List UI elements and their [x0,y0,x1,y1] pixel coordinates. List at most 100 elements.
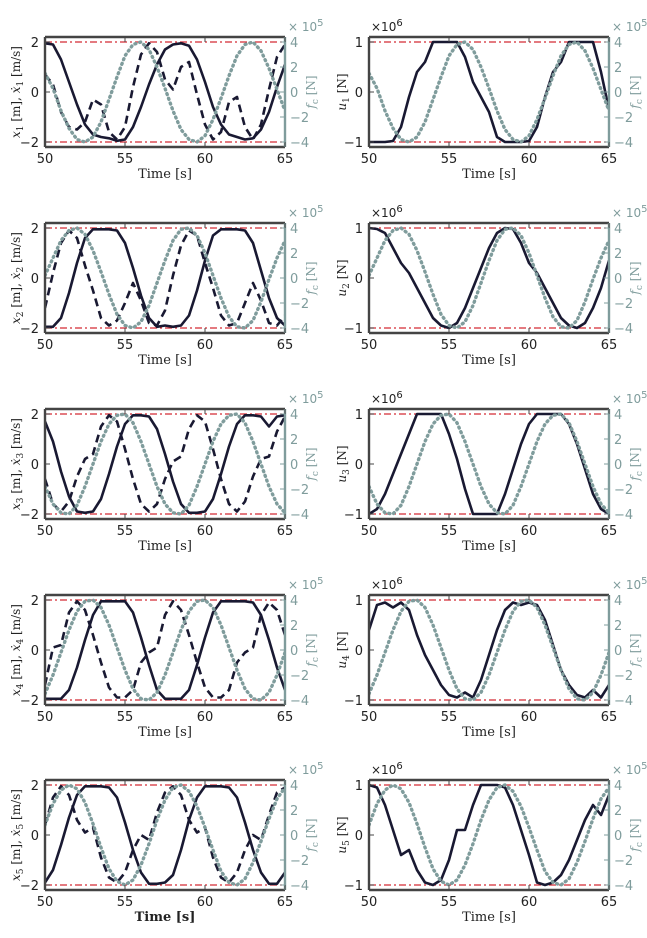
y-axis-label-text: x1 [m], ẋ1 [m/s] [9,46,26,138]
y2-axis-label-text: fc [N] [628,633,645,667]
y-axis-label-text: x3 [m], ẋ3 [m/s] [9,418,26,510]
x-axis-label: Time [s] [462,539,516,554]
x-tick-label: 60 [521,152,538,167]
y-tick-label: 0 [31,272,39,287]
y2-exponent: × 105 [288,576,324,592]
y2-tick-label: 0 [614,644,622,659]
y2-tick-label: 2 [290,804,298,819]
x-tick-label: 65 [601,152,618,167]
y2-tick-label: 0 [290,829,298,844]
series-solid-line [369,40,609,144]
y2-tick-label: 2 [614,247,622,262]
x-tick-label: 65 [601,524,618,539]
y-tick-label: 2 [31,222,39,237]
series-force-line [45,40,285,144]
y-axis-label: u3 [N] [335,445,352,482]
y-axis-label: x3 [m], ẋ3 [m/s] [9,418,26,510]
y-tick-label: 0 [355,458,363,473]
y2-tick-label: −4 [614,879,633,894]
x-tick-label: 65 [601,895,618,910]
x-tick-label: 65 [277,524,294,539]
x-tick-label: 60 [197,895,214,910]
series-force-line [369,783,609,887]
y2-tick-label: 4 [290,408,298,423]
y2-exponent: × 105 [288,204,324,220]
y2-tick-label: 2 [290,619,298,634]
series-group [369,412,609,516]
y2-tick-label: 0 [614,829,622,844]
y2-tick-label: 0 [614,86,622,101]
y2-axis-label: fc [N] [304,818,321,852]
x-tick-label: 60 [197,524,214,539]
subplot-x4: 50 55 60 65 −2 0 2 −4 −2 0 2 4 × 105 Time [s] x4 [m], … [9,576,324,740]
series-solid-line [369,601,609,699]
subplot-x3: 50 55 60 65 −2 0 2 −4 −2 0 2 4 × 105 Time [s] x3 [m], … [9,390,324,554]
subplot-u1: 50 55 60 65 −1 0 1 −4 −2 0 2 4 × 105 ×106 Time [s] u1 [… [335,18,647,182]
y2-tick-label: −4 [614,322,633,337]
series-solid-line [45,228,285,329]
y2-tick-label: 4 [290,222,298,237]
x-tick-label: 55 [441,152,458,167]
x-axis-label: Time [s] [135,910,196,925]
series-force-line [369,598,609,702]
series-group [369,598,609,702]
x-tick-label: 60 [521,710,538,725]
x-tick-label: 50 [37,710,54,725]
y2-exponent: × 105 [612,761,647,777]
x-tick-label: 50 [37,338,54,353]
series-force-line [45,783,285,887]
y2-exponent: × 105 [612,204,647,220]
y2-axis-label-text: fc [N] [628,818,645,852]
x-tick-label: 55 [117,152,134,167]
series-solid-line [369,226,609,330]
subplot-x5: 50 55 60 65 −2 0 2 −4 −2 0 2 4 × 105 Time [s] x5 [m], … [9,761,324,925]
x-axis-label: Time [s] [138,725,192,740]
y2-tick-label: −2 [614,854,633,869]
series-force-line [369,226,609,330]
y2-axis-label: fc [N] [304,447,321,481]
y-tick-label: 0 [355,644,363,659]
x-tick-label: 50 [361,524,378,539]
y2-tick-label: −2 [290,854,309,869]
y2-axis-label-text: fc [N] [304,818,321,852]
x-tick-label: 60 [521,524,538,539]
y-axis-label-text: u4 [N] [335,631,352,668]
series-force-line [45,598,285,702]
x-tick-label: 55 [117,710,134,725]
y-axis-label-text: x2 [m], ẋ2 [m/s] [9,232,26,324]
y2-exponent: × 105 [288,761,324,777]
subplot-u2: 50 55 60 65 −1 0 1 −4 −2 0 2 4 × 105 ×106 Time [s] u2 [… [335,204,647,368]
x-axis-label: Time [s] [462,353,516,368]
y-exponent: ×106 [371,18,403,34]
y-tick-label: −2 [20,136,39,151]
x-axis-label: Time [s] [138,167,192,182]
series-group [45,412,285,516]
y-axis-label: x2 [m], ẋ2 [m/s] [9,232,26,324]
series-group [369,40,609,144]
y-axis-label-text: u2 [N] [335,259,352,296]
y2-tick-label: −2 [614,297,633,312]
x-axis-label: Time [s] [462,725,516,740]
y-tick-label: 1 [355,594,363,609]
x-tick-label: 60 [521,338,538,353]
y2-tick-label: 0 [290,458,298,473]
x-tick-label: 65 [277,152,294,167]
x-tick-label: 55 [441,710,458,725]
y2-tick-label: −4 [290,879,309,894]
y-tick-label: −1 [344,136,363,151]
y-tick-label: 2 [31,594,39,609]
series-solid-line [45,414,285,515]
y2-axis-label-text: fc [N] [628,447,645,481]
y2-tick-label: 0 [290,272,298,287]
series-group [369,226,609,330]
y-tick-label: −1 [344,508,363,523]
y2-tick-label: 0 [614,458,622,473]
series-group [369,783,609,887]
subplot-u5: 50 55 60 65 −1 0 1 −4 −2 0 2 4 × 105 ×106 Time [s] u5 [… [335,761,647,925]
series-force-line [369,412,609,516]
y2-tick-label: 4 [290,36,298,51]
y2-tick-label: 2 [290,61,298,76]
x-tick-label: 55 [441,524,458,539]
x-tick-label: 60 [521,895,538,910]
